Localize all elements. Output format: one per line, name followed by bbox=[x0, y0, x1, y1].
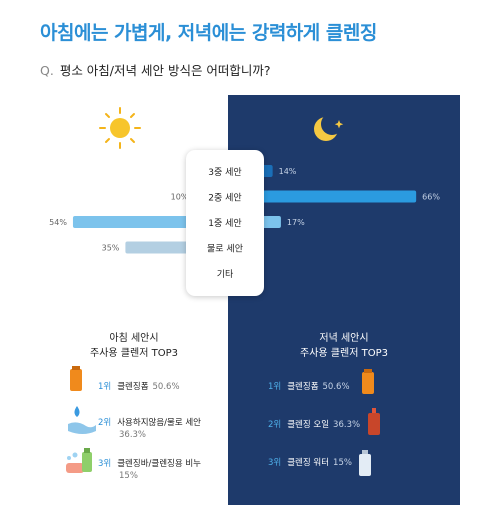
tube-icon bbox=[362, 369, 374, 394]
cleanser-name: 클렌징바/클렌징용 비누 bbox=[117, 459, 202, 469]
question-prefix: Q. bbox=[40, 63, 54, 78]
evening-bars: 14%66%17%3%0.1% bbox=[234, 165, 440, 279]
moon-icon bbox=[314, 113, 344, 141]
cleanser-percent: 36.3% bbox=[333, 420, 361, 430]
water-hand-icon bbox=[68, 406, 96, 434]
evening-value-label: 14% bbox=[279, 167, 297, 176]
evening-bar bbox=[234, 190, 417, 203]
rank-label: 2위 bbox=[98, 418, 112, 428]
morning-title-line1: 아침 세안시 bbox=[109, 333, 159, 344]
cleanser-name: 클렌징폼 bbox=[287, 382, 319, 392]
category-label: 3중 세안 bbox=[208, 167, 241, 178]
cleanser-percent: 50.6% bbox=[152, 382, 180, 392]
category-label: 기타 bbox=[217, 269, 234, 280]
cleanser-percent: 15% bbox=[333, 458, 352, 468]
morning-title-line2: 주사용 클렌저 TOP3 bbox=[90, 348, 178, 359]
cleanser-name: 클렌징 워터 bbox=[287, 458, 330, 468]
evening-rank-3: 3위 클렌징 워터 15% bbox=[268, 457, 352, 469]
evening-rank-1: 1위 클렌징폼 50.6% bbox=[268, 381, 350, 393]
cleanser-name: 클렌징 오일 bbox=[287, 420, 330, 430]
category-label: 2중 세안 bbox=[208, 193, 241, 204]
question-text: 평소 아침/저녁 세안 방식은 어떠합니까? bbox=[59, 63, 271, 78]
soap-icon bbox=[66, 448, 92, 473]
rank-label: 2위 bbox=[268, 420, 282, 430]
morning-rank-2: 2위 사용하지않음/물로 세안 36.3% bbox=[98, 417, 201, 441]
morning-bar bbox=[72, 216, 223, 228]
evening-panel bbox=[228, 95, 460, 505]
cleanser-percent: 15% bbox=[119, 471, 138, 481]
sun-icon bbox=[99, 107, 141, 149]
oil-bottle-icon bbox=[368, 408, 380, 435]
morning-value-label: 54% bbox=[49, 218, 67, 227]
category-label: 1중 세안 bbox=[208, 218, 241, 229]
rank-label: 3위 bbox=[98, 459, 112, 469]
rank-label: 1위 bbox=[98, 382, 112, 392]
survey-question: Q. 평소 아침/저녁 세안 방식은 어떠합니까? bbox=[40, 60, 271, 79]
evening-title-line1: 저녁 세안시 bbox=[319, 333, 369, 344]
morning-rank-1: 1위 클렌징폼 50.6% bbox=[98, 381, 180, 393]
morning-rank-3: 3위 클렌징바/클렌징용 비누 15% bbox=[98, 458, 201, 482]
tube-icon bbox=[70, 366, 82, 391]
evening-value-label: 66% bbox=[422, 193, 440, 202]
evening-title-line2: 주사용 클렌저 TOP3 bbox=[300, 348, 388, 359]
evening-value-label: 17% bbox=[287, 218, 305, 227]
cleanser-percent: 50.6% bbox=[322, 382, 350, 392]
evening-rank-2: 2위 클렌징 오일 36.3% bbox=[268, 419, 360, 431]
category-label: 물로 세안 bbox=[207, 244, 243, 255]
rank-label: 3위 bbox=[268, 458, 282, 468]
evening-top3-title: 저녁 세안시 주사용 클렌저 TOP3 bbox=[228, 331, 460, 361]
cleanser-percent: 36.3% bbox=[119, 430, 147, 440]
morning-top3-title: 아침 세안시 주사용 클렌저 TOP3 bbox=[40, 331, 228, 361]
cleanser-name: 클렌징폼 bbox=[117, 382, 149, 392]
rank-label: 1위 bbox=[268, 382, 282, 392]
cleanser-name: 사용하지않음/물로 세안 bbox=[117, 418, 202, 428]
morning-value-label: 10% bbox=[171, 193, 189, 202]
morning-value-label: 35% bbox=[102, 244, 120, 253]
water-bottle-icon bbox=[359, 450, 371, 476]
page-title: 아침에는 가볍게, 저녁에는 강력하게 클렌징 bbox=[40, 22, 377, 44]
